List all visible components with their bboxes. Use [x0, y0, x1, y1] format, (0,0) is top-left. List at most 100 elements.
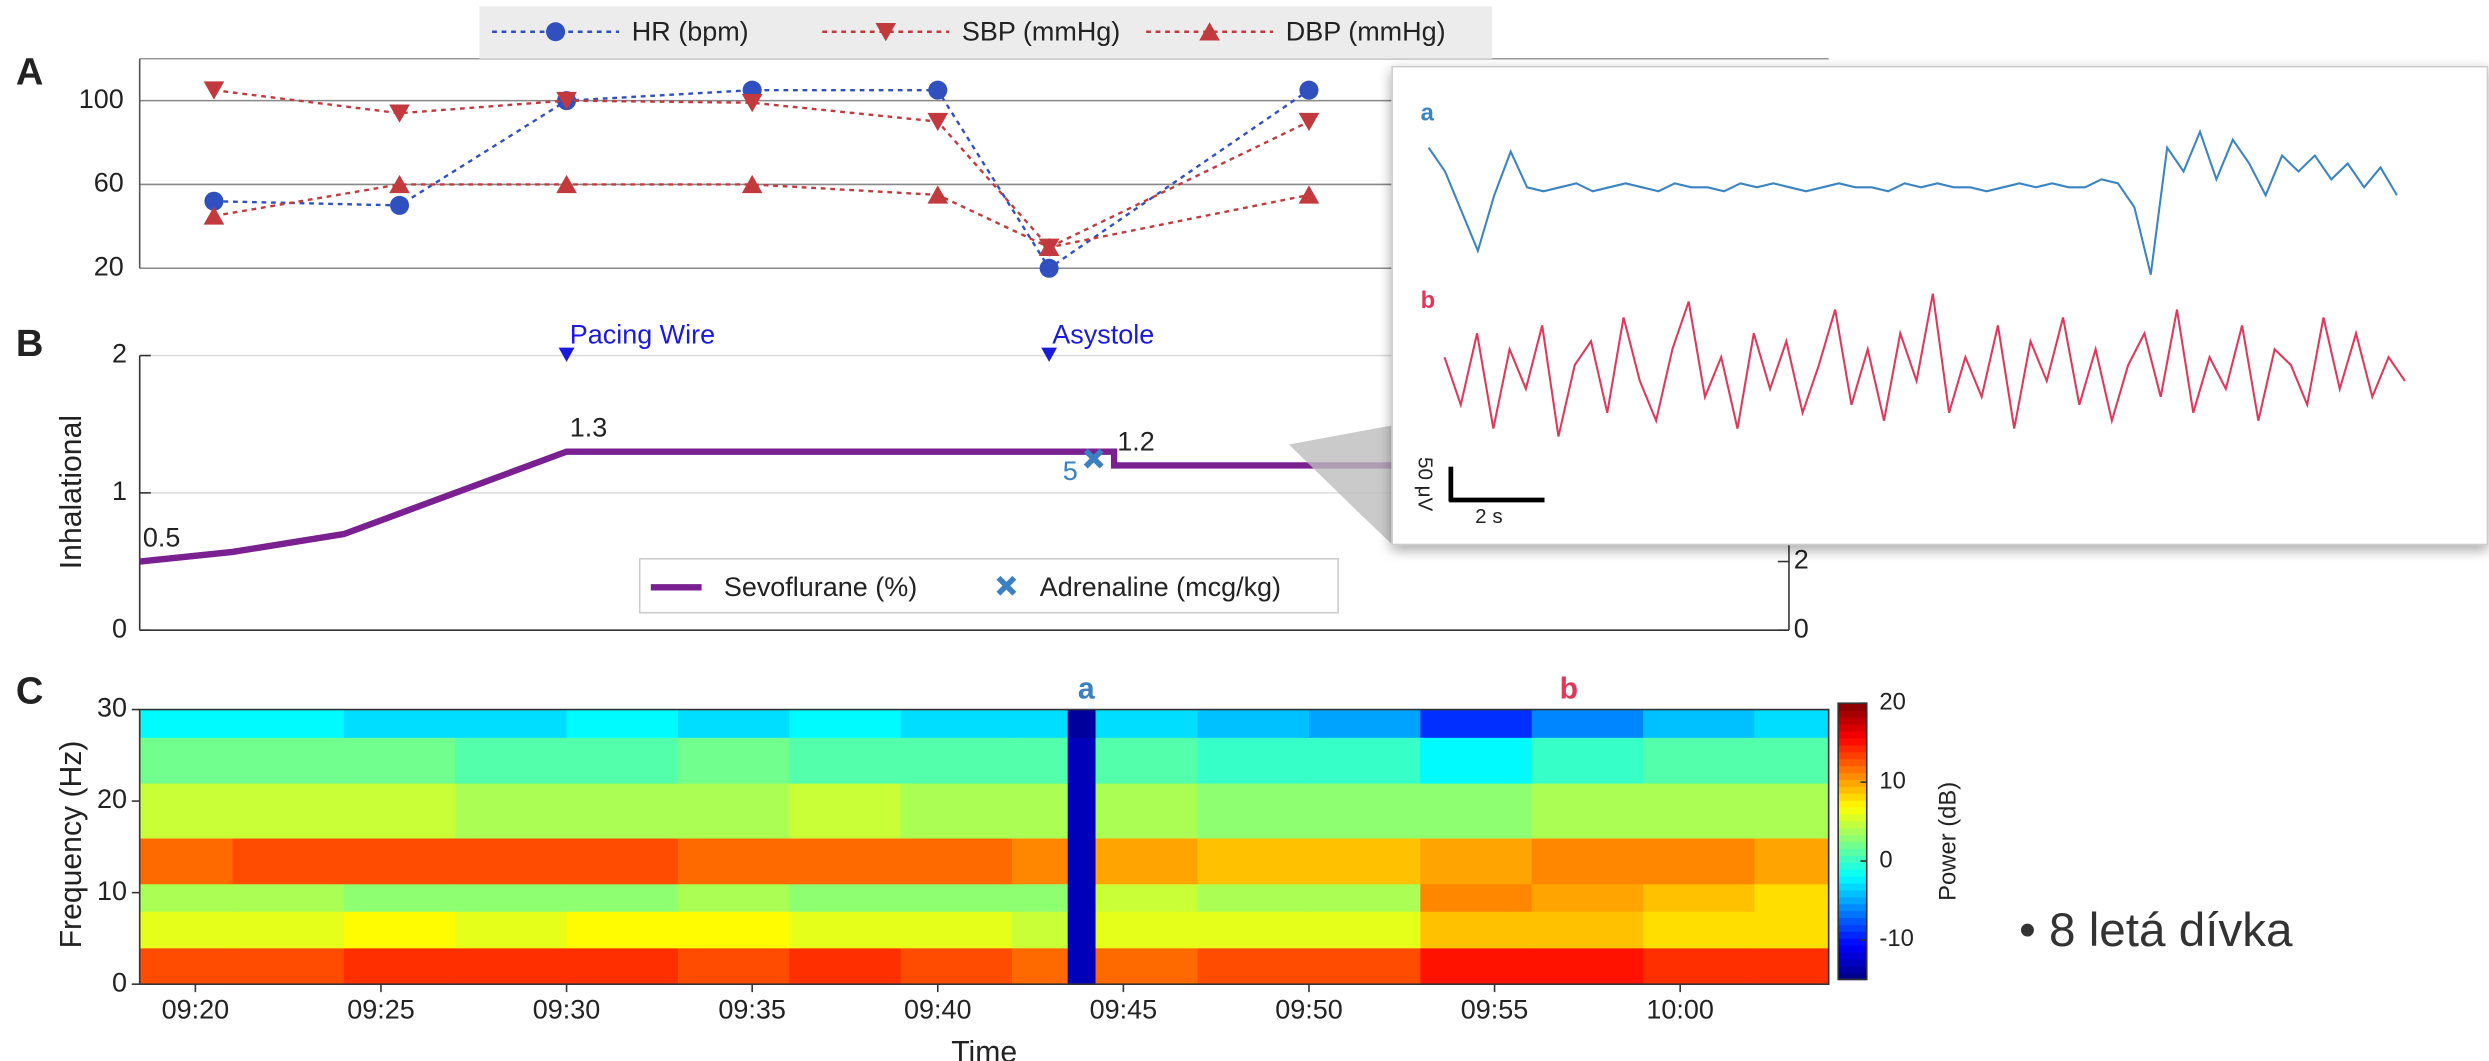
- heatmap-cell: [900, 737, 1013, 784]
- heatmap-cell: [139, 910, 234, 949]
- colorbar-step: [1838, 855, 1867, 863]
- heatmap-cell: [1095, 782, 1199, 839]
- heatmap-cell: [566, 709, 679, 738]
- series-line: [213, 183, 1310, 249]
- heatmap-cell: [1420, 709, 1533, 738]
- heatmap-cell: [1531, 910, 1644, 949]
- event-label: a: [1078, 672, 1095, 705]
- heatmap-cell: [566, 910, 679, 949]
- heatmap-cell: [1643, 947, 1756, 985]
- marker: [927, 185, 949, 204]
- heatmap-cell: [139, 709, 234, 738]
- heatmap-cell: [900, 910, 1013, 949]
- marker: [203, 81, 225, 100]
- heatmap-cell: [1095, 883, 1199, 912]
- colorbar-step: [1838, 841, 1867, 850]
- heatmap-cell: [1531, 947, 1644, 985]
- heatmap-cell: [1095, 947, 1199, 985]
- marker: [1083, 448, 1104, 469]
- heatmap-cell: [1012, 737, 1069, 784]
- series-line: [139, 448, 1792, 565]
- heatmap-cell: [1643, 709, 1756, 738]
- marker: [546, 22, 566, 42]
- heatmap-cell: [1095, 837, 1199, 885]
- colorbar-step: [1838, 965, 1867, 974]
- heatmap-cell: [1754, 782, 1830, 839]
- y2-tick-label: 2: [1794, 545, 1809, 575]
- heatmap-cell: [455, 737, 568, 784]
- heatmap-cell: [1420, 737, 1533, 784]
- heatmap-cell: [566, 837, 679, 885]
- marker: [1039, 258, 1059, 278]
- heatmap-cell: [1095, 910, 1199, 949]
- legend-box: [638, 557, 1339, 614]
- heatmap-cell: [566, 947, 679, 985]
- heatmap-cell: [789, 837, 902, 885]
- heatmap-cell: [1308, 837, 1422, 885]
- heatmap-cell: [1308, 883, 1422, 912]
- event-marker: [1041, 347, 1058, 362]
- x-tick-label: 09:55: [1461, 994, 1528, 1024]
- colorbar-step: [1838, 737, 1867, 746]
- annotation: 0.5: [143, 522, 181, 552]
- colorbar-step: [1838, 924, 1867, 932]
- heatmap-cell: [1643, 782, 1756, 839]
- legend-box: [479, 6, 1493, 59]
- legend-label: Adrenaline (mcg/kg): [1040, 572, 1281, 602]
- colorbar-frame: [1837, 702, 1868, 981]
- heatmap-cell: [1197, 709, 1310, 738]
- heatmap-cell: [566, 737, 679, 784]
- marker: [928, 80, 948, 100]
- y-tick-label: 0: [112, 613, 127, 643]
- heatmap-cell: [789, 737, 902, 784]
- colorbar-step: [1838, 792, 1867, 801]
- heatmap-cell: [1012, 837, 1069, 885]
- marker: [1038, 237, 1060, 257]
- heatmap-cell: [677, 910, 791, 949]
- colorbar-step: [1838, 799, 1867, 808]
- legend-label: DBP (mmHg): [1286, 16, 1446, 46]
- y-axis-label: Inhalational: [55, 415, 88, 569]
- heatmap-cell: [232, 910, 345, 949]
- heatmap-cell: [1420, 910, 1533, 949]
- heatmap-cell: [677, 883, 791, 912]
- heatmap-cell: [1643, 837, 1756, 885]
- colorbar-step: [1838, 751, 1867, 760]
- heatmap-cell: [1067, 782, 1097, 839]
- legend-label: SBP (mmHg): [962, 16, 1120, 46]
- x-tick-label: 09:40: [904, 994, 972, 1024]
- heatmap-cell: [343, 782, 457, 839]
- trace-label: b: [1421, 287, 1436, 314]
- marker: [1298, 112, 1320, 132]
- heatmap-cell: [1754, 737, 1830, 784]
- heatmap-cell: [1012, 709, 1069, 738]
- heatmap-cell: [343, 737, 457, 784]
- colorbar-step: [1838, 703, 1867, 711]
- y-tick-label: 20: [94, 251, 124, 281]
- heatmap-cell: [1012, 947, 1069, 985]
- heatmap-cell: [1420, 883, 1533, 912]
- heatmap-cell: [1754, 709, 1830, 738]
- colorbar-step: [1838, 717, 1867, 725]
- heatmap-cell: [232, 883, 345, 912]
- heatmap-cell: [1067, 947, 1097, 985]
- colorbar-step: [1838, 896, 1867, 905]
- heatmap-cell: [789, 709, 902, 738]
- heatmap-cell: [1754, 910, 1830, 949]
- y-tick-label: 100: [79, 84, 124, 114]
- heatmap-cell: [1531, 709, 1644, 738]
- colorbar-step: [1838, 723, 1867, 732]
- heatmap-cell: [566, 883, 679, 912]
- heatmap-cell: [1012, 782, 1069, 839]
- marker: [927, 112, 949, 132]
- marker: [389, 174, 410, 194]
- heatmap-cell: [1308, 910, 1422, 949]
- heatmap-cell: [900, 709, 1013, 738]
- panel-b: B Inhalational 0120246850.51.31.2Pacing …: [16, 320, 1809, 644]
- panel-a: A 20 60 100 HR (bpm) SBP (mmHg) DBP (mmHg): [16, 6, 1829, 281]
- colorbar-tick-label: 0: [1879, 846, 1892, 873]
- panel-letter: B: [16, 323, 44, 365]
- heatmap-cell: [900, 782, 1013, 839]
- trace: [1427, 128, 2398, 275]
- colorbar-step: [1838, 786, 1867, 794]
